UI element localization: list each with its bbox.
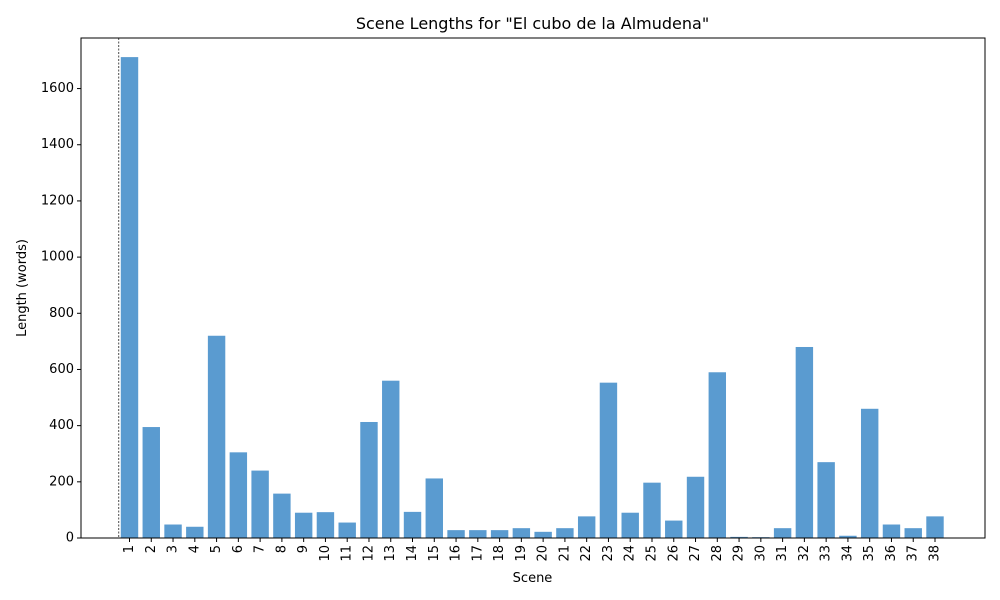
- bar-scene-24: [621, 512, 639, 538]
- x-tick-label-35: 35: [862, 545, 877, 562]
- y-tick-label-600: 600: [49, 362, 74, 377]
- x-tick-label-2: 2: [144, 545, 159, 553]
- bar-scene-13: [382, 380, 400, 538]
- x-tick-label-22: 22: [579, 545, 594, 562]
- bar-scene-15: [425, 478, 443, 538]
- x-tick-label-24: 24: [623, 545, 638, 562]
- x-tick-label-7: 7: [253, 545, 268, 553]
- x-tick-label-28: 28: [710, 545, 725, 562]
- y-tick-label-200: 200: [49, 474, 74, 489]
- x-tick-label-9: 9: [296, 545, 311, 553]
- x-tick-label-32: 32: [797, 545, 812, 562]
- bar-scene-32: [795, 346, 814, 538]
- bar-scene-17: [469, 530, 487, 538]
- y-tick-label-400: 400: [49, 418, 74, 433]
- x-tick-label-16: 16: [449, 545, 464, 562]
- y-tick-label-1000: 1000: [41, 250, 74, 265]
- bar-scene-38: [926, 516, 944, 538]
- bar-scene-4: [186, 526, 204, 538]
- x-tick-label-37: 37: [906, 545, 921, 562]
- x-tick-label-10: 10: [318, 545, 333, 562]
- x-axis: 1 2 3 4 5 6 7 8 9 10 11 12 13 14 15 16 17 18 19 20 21 22 23 24 2…: [122, 538, 943, 562]
- bars-group: [120, 57, 944, 538]
- x-tick-label-5: 5: [209, 545, 224, 553]
- x-tick-label-26: 26: [666, 545, 681, 562]
- y-tick-label-1200: 1200: [41, 193, 74, 208]
- x-tick-label-6: 6: [231, 545, 246, 553]
- bar-scene-23: [599, 382, 618, 538]
- x-tick-label-14: 14: [405, 545, 420, 562]
- bar-scene-33: [817, 462, 835, 538]
- x-tick-label-38: 38: [928, 545, 943, 562]
- x-tick-label-17: 17: [470, 545, 485, 562]
- y-axis-title: Length (words): [15, 239, 30, 337]
- bar-scene-7: [251, 470, 269, 538]
- x-tick-label-20: 20: [536, 545, 551, 562]
- x-tick-label-8: 8: [274, 545, 289, 553]
- bar-scene-21: [556, 528, 574, 538]
- x-tick-label-18: 18: [492, 545, 507, 562]
- y-tick-label-800: 800: [49, 306, 74, 321]
- x-tick-label-4: 4: [187, 545, 202, 553]
- x-tick-label-36: 36: [884, 545, 899, 562]
- bar-scene-5: [207, 335, 226, 538]
- bar-scene-18: [490, 530, 509, 538]
- bar-scene-34: [839, 535, 857, 538]
- x-tick-label-1: 1: [122, 545, 137, 553]
- bar-scene-3: [164, 524, 182, 538]
- bar-scene-22: [577, 516, 596, 538]
- y-tick-label-1600: 1600: [41, 81, 74, 96]
- bar-scene-28: [708, 372, 727, 538]
- x-tick-label-29: 29: [732, 545, 747, 562]
- bar-scene-9: [294, 512, 313, 538]
- bar-scene-11: [338, 522, 356, 538]
- bar-scene-10: [316, 512, 335, 538]
- x-tick-label-27: 27: [688, 545, 703, 562]
- x-tick-label-30: 30: [753, 545, 768, 562]
- x-tick-label-13: 13: [383, 545, 398, 562]
- bar-scene-1: [120, 57, 139, 538]
- x-tick-label-25: 25: [644, 545, 659, 562]
- x-axis-title: Scene: [513, 571, 553, 586]
- bar-scene-20: [534, 531, 552, 538]
- bar-scene-19: [512, 528, 531, 538]
- x-tick-label-23: 23: [601, 545, 616, 562]
- bar-scene-26: [665, 520, 683, 538]
- bar-scene-12: [360, 421, 378, 538]
- bar-scene-25: [643, 482, 661, 538]
- bar-scene-35: [860, 408, 879, 538]
- x-tick-label-11: 11: [340, 545, 355, 562]
- bar-scene-14: [403, 511, 422, 538]
- x-tick-label-21: 21: [557, 545, 572, 562]
- x-tick-label-34: 34: [840, 545, 855, 562]
- x-tick-label-3: 3: [166, 545, 181, 553]
- x-tick-label-19: 19: [514, 545, 529, 562]
- x-tick-label-31: 31: [775, 545, 790, 562]
- bar-scene-29: [730, 536, 748, 538]
- bar-scene-6: [229, 452, 248, 538]
- x-tick-label-33: 33: [819, 545, 834, 562]
- bar-scene-36: [882, 524, 901, 538]
- bar-scene-27: [686, 476, 705, 538]
- plot-frame: [80, 37, 986, 539]
- bar-scene-31: [773, 528, 792, 538]
- bar-scene-2: [142, 427, 160, 538]
- chart-title: Scene Lengths for "El cubo de la Almuden…: [356, 14, 709, 33]
- y-axis: 0 200 400 600 800 1000 1200 1400 1600: [41, 81, 81, 546]
- bar-scene-37: [904, 528, 922, 538]
- x-tick-label-15: 15: [427, 545, 442, 562]
- x-tick-label-12: 12: [361, 545, 376, 562]
- y-tick-label-1400: 1400: [41, 137, 74, 152]
- bar-scene-16: [447, 530, 465, 538]
- y-tick-label-0: 0: [66, 531, 74, 546]
- bar-scene-8: [273, 493, 291, 538]
